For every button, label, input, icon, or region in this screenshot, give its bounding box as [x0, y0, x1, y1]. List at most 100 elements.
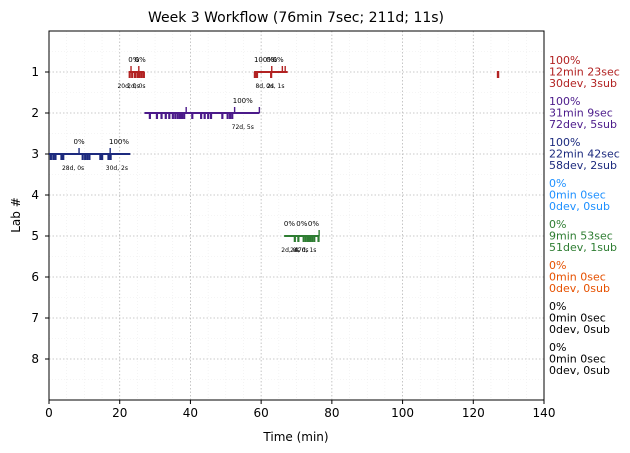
submission-tick-down — [270, 72, 273, 78]
dev-label: 0d, 1s — [266, 83, 284, 90]
y-axis-label: Lab # — [9, 197, 23, 233]
lab-summary-line: 0dev, 0sub — [549, 200, 610, 213]
percent-label: 100% — [233, 97, 253, 105]
dev-label: 8d, 2s — [255, 83, 273, 90]
submission-tick-down — [171, 113, 174, 119]
percent-label: 0% — [135, 56, 146, 64]
submission-tick-down — [191, 113, 194, 119]
submission-tick-up — [138, 66, 140, 72]
submission-tick-down — [81, 154, 84, 160]
percent-label: 0% — [266, 56, 277, 64]
submission-tick-down — [101, 154, 104, 160]
submission-tick-down — [180, 113, 184, 119]
submission-tick-down — [313, 236, 316, 242]
y-tick-label: 8 — [31, 352, 39, 366]
submission-tick-down — [155, 113, 159, 119]
submission-tick-down — [209, 113, 213, 119]
lab-summary-line: 100% — [549, 136, 580, 149]
submission-tick-down — [207, 113, 210, 119]
y-tick-label: 4 — [31, 188, 39, 202]
lab-summary-line: 0min 0sec — [549, 189, 606, 202]
lab-summary-line: 0% — [549, 177, 566, 190]
submission-tick-down — [229, 113, 232, 119]
x-tick-label: 80 — [324, 406, 339, 420]
submission-tick-down — [304, 236, 307, 242]
percent-label: 0% — [273, 56, 284, 64]
dev-label: 47d, 1s — [294, 247, 316, 254]
x-tick-label: 100 — [391, 406, 414, 420]
submission-tick-down — [174, 113, 177, 119]
lab-summary-line: 0% — [549, 218, 566, 231]
submission-tick-up — [284, 66, 286, 72]
submission-tick-down — [293, 236, 296, 242]
lab-summary-line: 0dev, 0sub — [549, 323, 610, 336]
percent-label: 0% — [296, 220, 307, 228]
submission-tick-down — [60, 154, 63, 160]
lab-summary-line: 0min 0sec — [549, 271, 606, 284]
submission-tick-up — [258, 107, 261, 113]
dev-label: 20d, 0s — [117, 83, 139, 90]
lab-summary-line: 0% — [549, 259, 566, 272]
submission-tick-down — [164, 113, 167, 119]
submission-tick-down — [221, 113, 224, 119]
submission-tick-down — [203, 113, 206, 119]
submission-tick-up — [281, 66, 284, 72]
lab-summary-line: 72dev, 5sub — [549, 118, 617, 131]
lab-summary-line: 30dev, 3sub — [549, 77, 617, 90]
dev-label: 2d, 0s — [281, 247, 299, 254]
submission-tick-down — [255, 72, 259, 78]
submission-tick-down — [253, 72, 256, 78]
submission-tick-down — [200, 113, 203, 119]
submission-tick-up — [130, 66, 132, 72]
submission-tick-down — [49, 154, 52, 160]
lab-summary-line: 0min 0sec — [549, 312, 606, 325]
y-tick-label: 5 — [31, 229, 39, 243]
lab-summary-line: 0dev, 0sub — [549, 364, 610, 377]
dev-label: 72d, 5s — [232, 124, 254, 131]
submission-tick-down — [306, 236, 310, 242]
submission-tick-down — [107, 154, 110, 160]
lab-summary-line: 51dev, 1sub — [549, 241, 617, 254]
submission-tick-down — [99, 154, 102, 160]
dev-label: 2d, 0s — [290, 247, 308, 254]
dev-label: 30d, 2s — [106, 165, 128, 172]
lab-summary-line: 0% — [549, 300, 566, 313]
y-tick-label: 3 — [31, 147, 39, 161]
lab-summary-line: 58dev, 2sub — [549, 159, 617, 172]
submission-tick-down — [317, 236, 320, 242]
submission-tick-down — [131, 72, 134, 78]
submission-tick-down — [226, 113, 229, 119]
x-tick-label: 0 — [45, 406, 53, 420]
submission-tick-down — [84, 154, 87, 160]
chart-title: Week 3 Workflow (76min 7sec; 211d; 11s) — [148, 10, 444, 26]
x-axis-label: Time (min) — [262, 430, 328, 444]
y-tick-label: 7 — [31, 311, 39, 325]
submission-tick-down — [138, 72, 141, 78]
percent-label: 0% — [284, 220, 295, 228]
submission-tick-up — [78, 148, 80, 154]
lab-summary-line: 12min 23sec — [549, 66, 620, 79]
submission-tick-down — [168, 113, 171, 119]
submission-tick-up — [185, 107, 187, 113]
submission-tick-up — [318, 230, 320, 236]
submission-tick-down — [136, 72, 139, 78]
percent-label: 100% — [109, 138, 129, 146]
x-tick-label: 20 — [112, 406, 127, 420]
submission-tick-down — [52, 154, 55, 160]
submission-tick-down — [86, 154, 89, 160]
x-tick-label: 60 — [254, 406, 269, 420]
lab-summary-line: 22min 42sec — [549, 148, 620, 161]
dev-label: 2d, 0s — [127, 83, 145, 90]
lab-summary-line: 0min 0sec — [549, 353, 606, 366]
percent-label: 100% — [254, 56, 274, 64]
submission-tick-up — [233, 107, 236, 113]
lab-summary-line: 9min 53sec — [549, 230, 613, 243]
lab-summary-line: 0% — [549, 341, 566, 354]
lab-summary-line: 0dev, 0sub — [549, 282, 610, 295]
isolated-mark — [496, 71, 500, 78]
submission-tick-up — [271, 66, 273, 72]
submission-tick-down — [128, 72, 131, 78]
submission-tick-down — [231, 113, 234, 119]
